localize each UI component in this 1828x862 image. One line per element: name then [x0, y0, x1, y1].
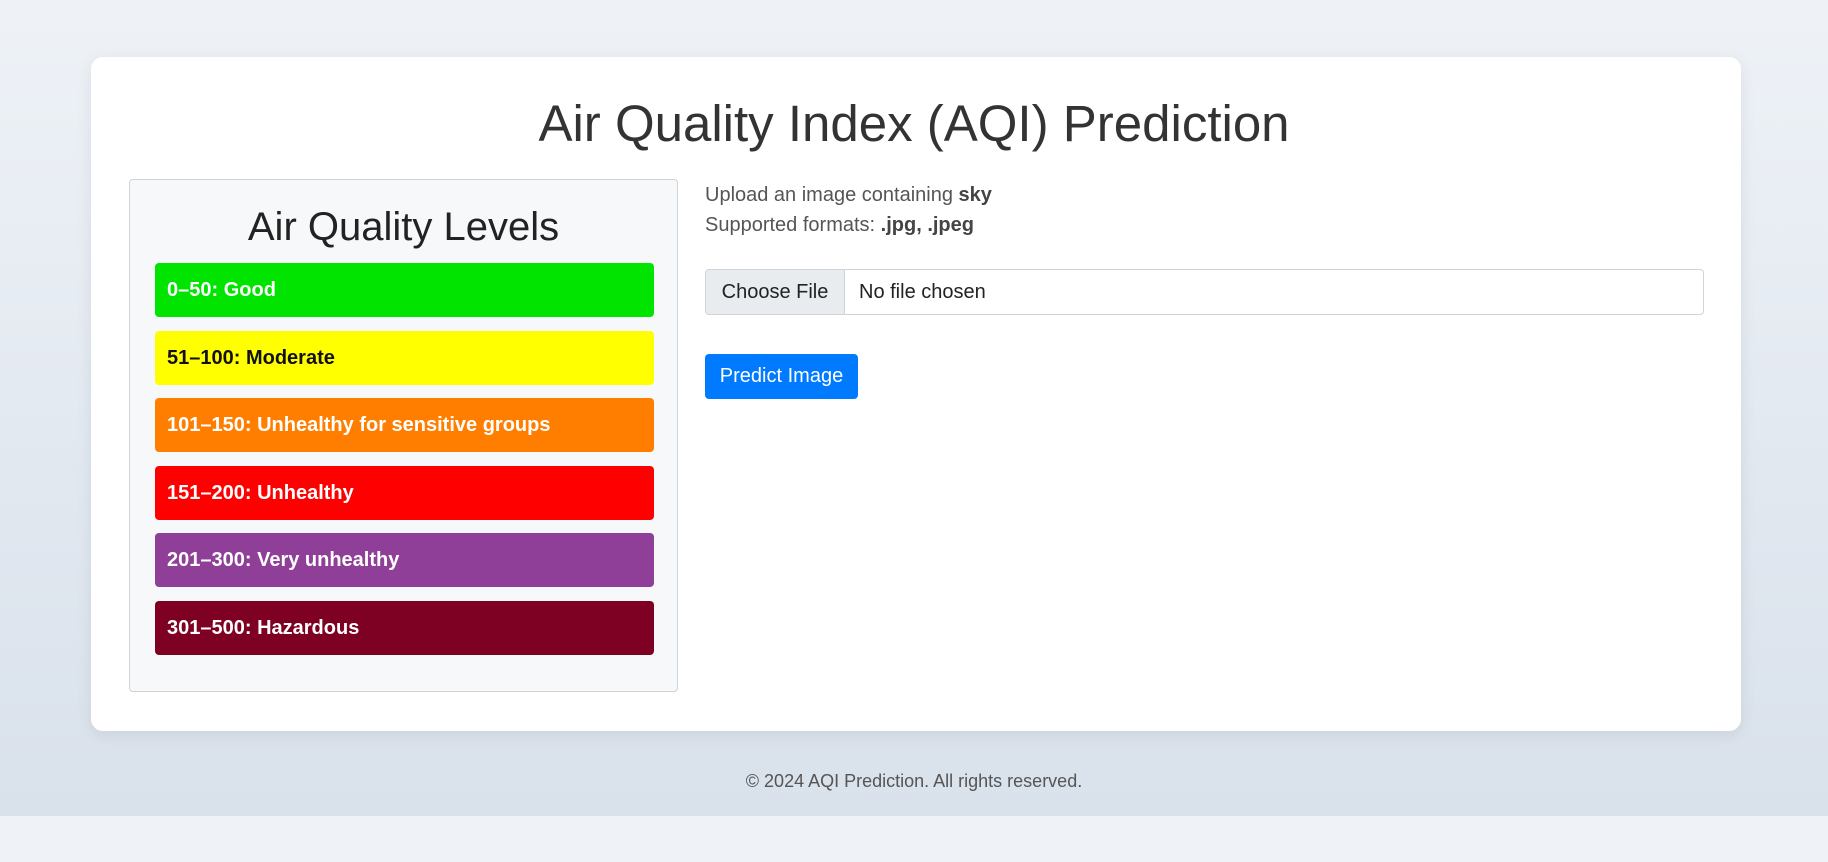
file-status-text: No file chosen — [859, 281, 986, 303]
aqi-level-hazardous: 301–500: Hazardous — [155, 601, 654, 655]
supported-formats-value: .jpg, .jpeg — [880, 214, 974, 236]
file-input[interactable]: Choose File No file chosen — [705, 269, 1704, 315]
supported-formats-prefix: Supported formats: — [705, 214, 881, 236]
choose-file-button[interactable]: Choose File — [706, 270, 845, 314]
upload-subject: sky — [958, 184, 992, 206]
aqi-levels-panel: Air Quality Levels 0–50: Good 51–100: Mo… — [129, 179, 678, 692]
footer-copyright: © 2024 AQI Prediction. All rights reserv… — [745, 771, 1083, 791]
aqi-level-very-unhealthy: 201–300: Very unhealthy — [155, 533, 654, 587]
predict-image-button[interactable]: Predict Image — [705, 354, 858, 399]
aqi-level-good: 0–50: Good — [155, 263, 654, 317]
aqi-level-unhealthy: 151–200: Unhealthy — [155, 466, 654, 520]
aqi-levels-title: Air Quality Levels — [247, 205, 560, 249]
upload-instructions: Upload an image containing sky Supported… — [705, 180, 992, 240]
upload-subject-prefix: Upload an image containing — [705, 184, 959, 206]
upload-subject-line: Upload an image containing sky — [705, 180, 992, 210]
page-title: Air Quality Index (AQI) Prediction — [538, 95, 1290, 152]
aqi-level-moderate: 51–100: Moderate — [155, 331, 654, 385]
supported-formats-line: Supported formats: .jpg, .jpeg — [705, 210, 992, 240]
aqi-level-unhealthy-sensitive: 101–150: Unhealthy for sensitive groups — [155, 398, 654, 452]
